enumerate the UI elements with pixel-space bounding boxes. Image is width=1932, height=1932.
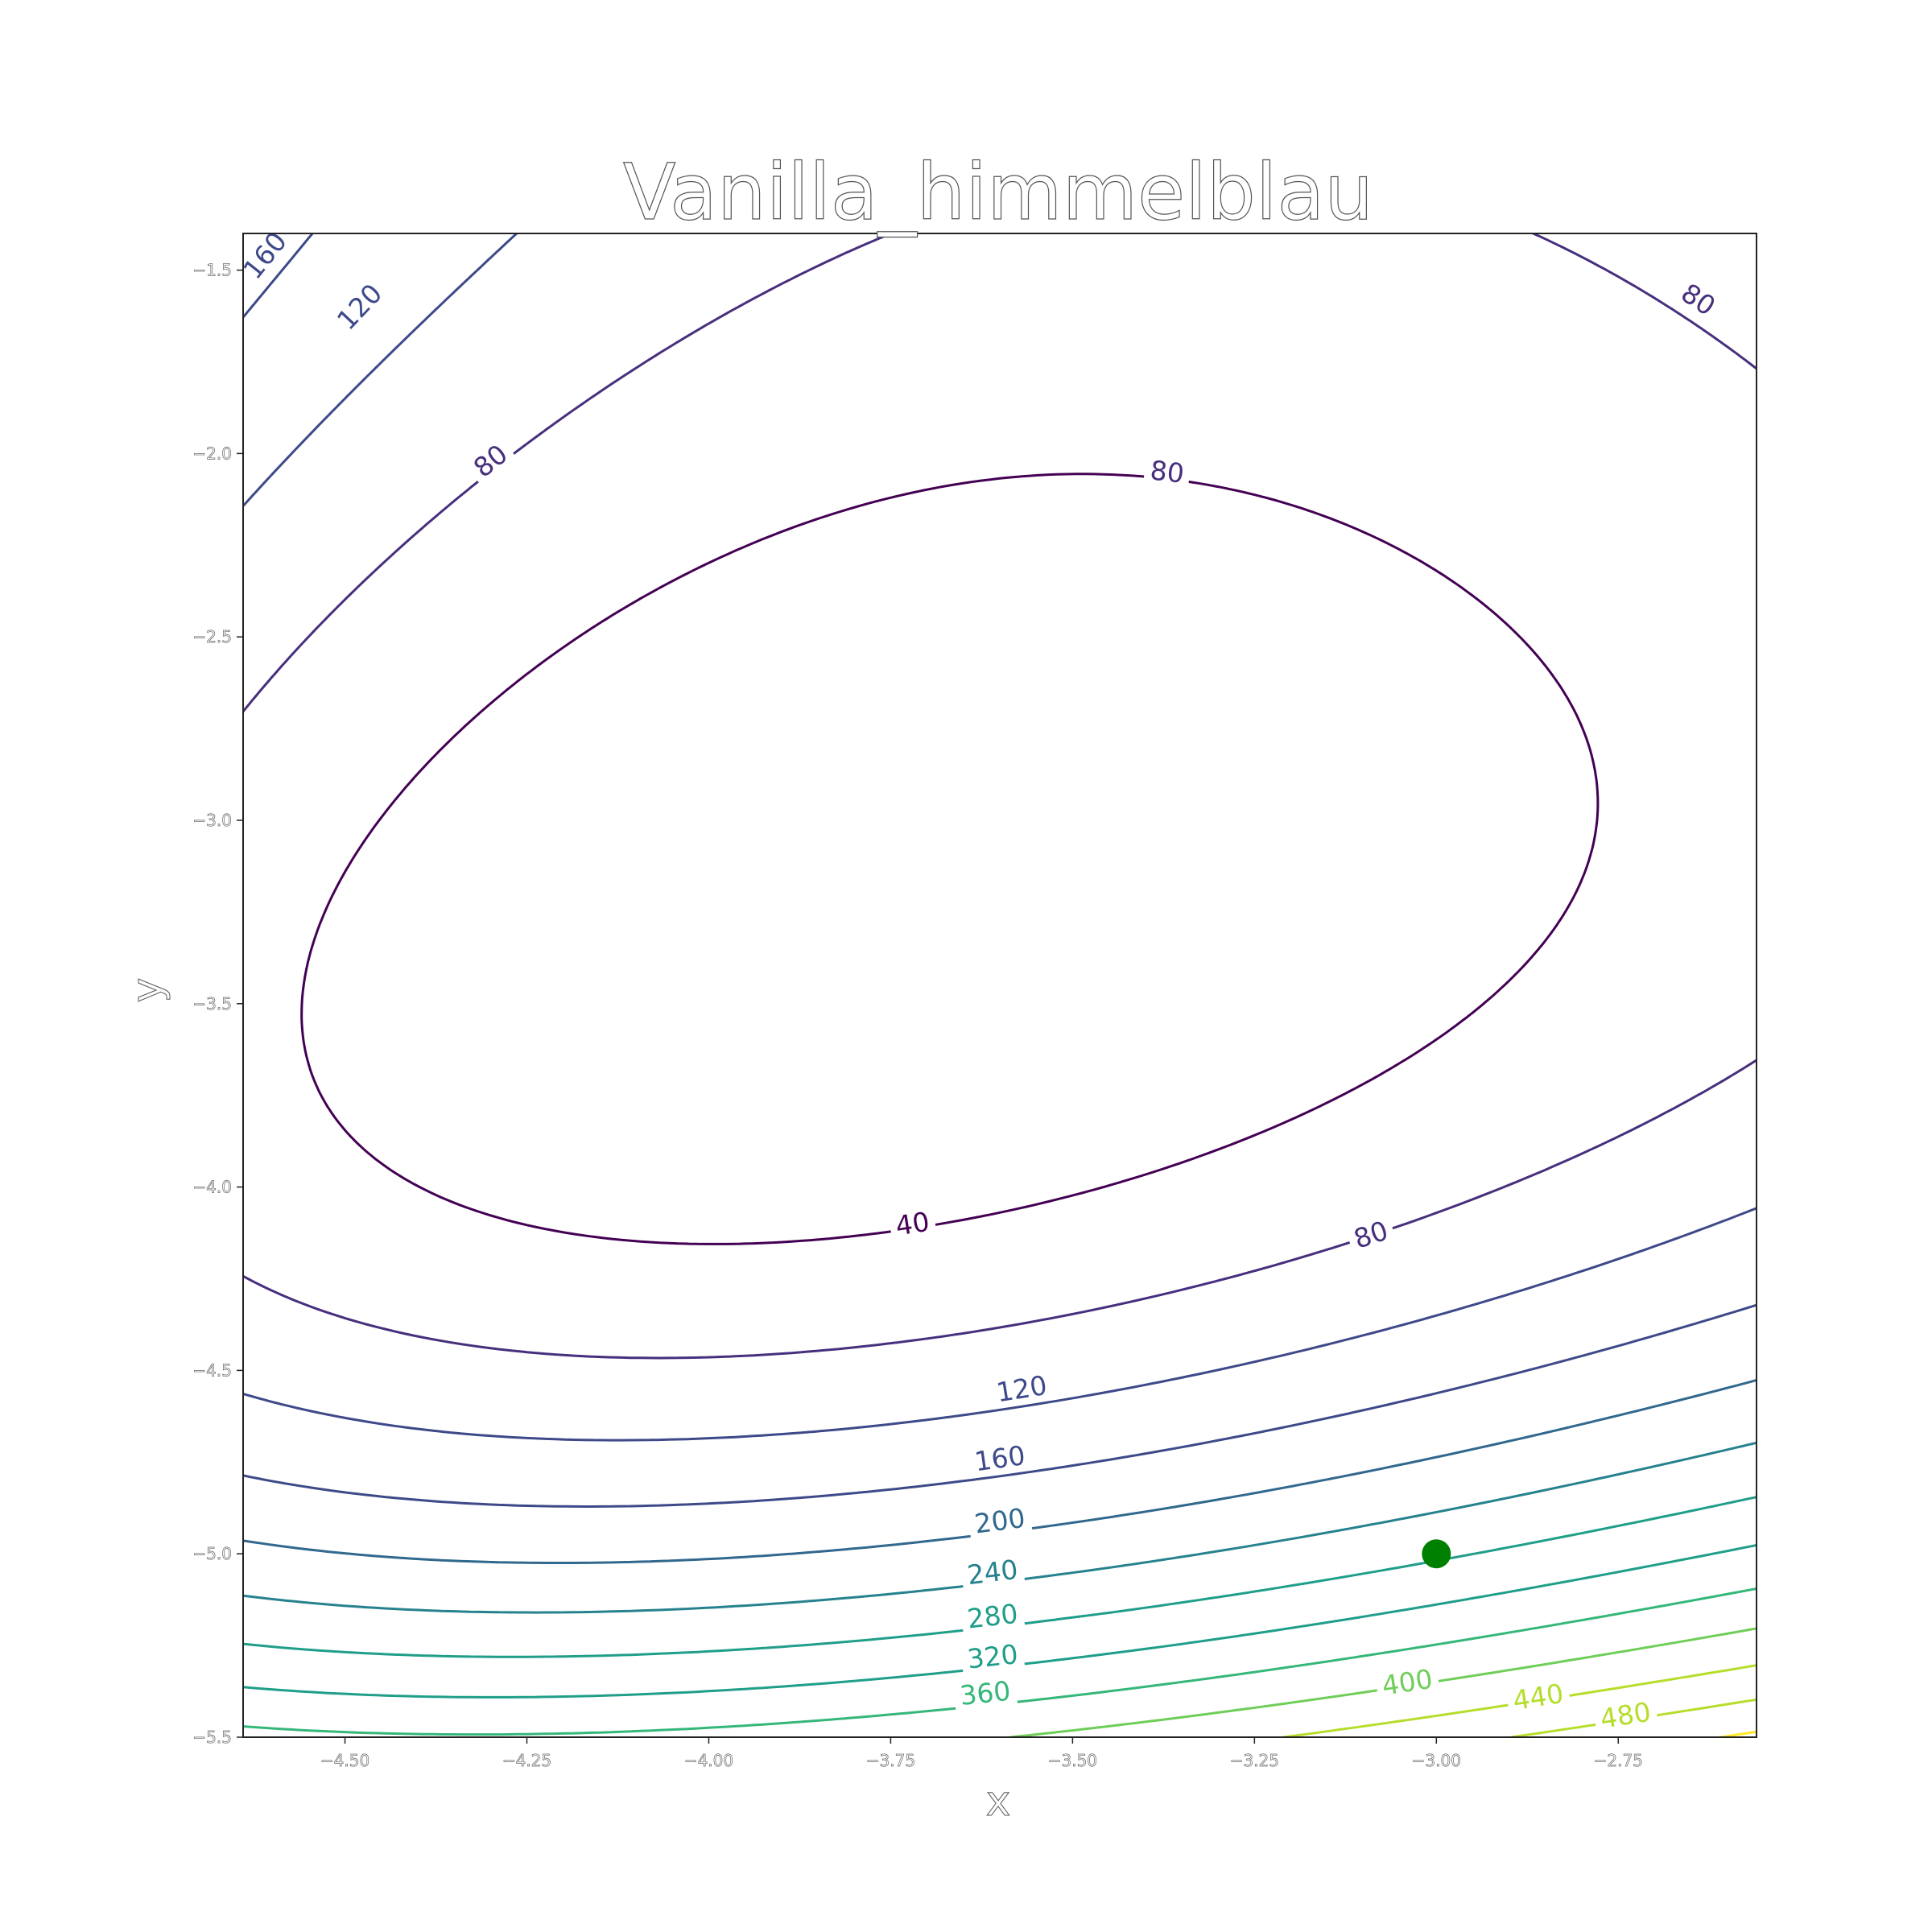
contour-label-gap <box>462 434 518 488</box>
marker-layer <box>1422 1539 1451 1569</box>
contour-label-gap <box>967 1501 1033 1541</box>
contour-label-gap <box>1592 1695 1659 1736</box>
contour-label-gap <box>960 1596 1026 1636</box>
contour-label: 200 <box>972 1502 1026 1540</box>
contour-level-120 <box>243 233 1757 1442</box>
x-axis-ticks: −4.50 −4.25 −4.00 −3.75 −3.50 −3.25 −3.00 −2.75 <box>320 1737 1643 1770</box>
y-tick-label: −2.5 <box>192 627 232 646</box>
contour-label-gap <box>1344 1212 1397 1257</box>
contour-label-gap <box>1142 453 1191 491</box>
y-tick-label: −1.5 <box>192 261 232 280</box>
contour-label-gap <box>960 1637 1026 1676</box>
x-axis-label: x <box>986 1777 1011 1826</box>
y-tick-label: −3.5 <box>192 994 232 1013</box>
contour-label: 280 <box>965 1598 1019 1635</box>
contour-label-group: 80 <box>1670 273 1727 326</box>
x-tick-label: −4.50 <box>320 1751 369 1770</box>
contour-label-group: 320 <box>960 1637 1026 1676</box>
x-tick-label: −3.00 <box>1412 1751 1461 1770</box>
contour-label-group: 80 <box>1344 1212 1397 1257</box>
contour-level-80 <box>243 233 1757 1360</box>
y-axis-label: y <box>123 978 171 1003</box>
contour-label-group: 120 <box>326 273 393 341</box>
contour-label-group: 360 <box>952 1674 1018 1713</box>
y-tick-label: −2.0 <box>192 444 232 463</box>
contour-label-gap <box>952 1674 1018 1713</box>
x-tick-label: −4.00 <box>684 1751 733 1770</box>
contour-label-gap <box>1374 1662 1441 1703</box>
x-tick-label: −3.25 <box>1230 1751 1279 1770</box>
chart-title: Vanilla_himmelblau <box>623 147 1373 237</box>
x-tick-label: −4.25 <box>502 1751 551 1770</box>
y-axis-ticks: −1.5 −2.0 −2.5 −3.0 −3.5 −4.0 −4.5 −5.0 −5.5 <box>192 260 243 1747</box>
contour-label-group: 400 <box>1374 1662 1441 1703</box>
contour-label-group: 440 <box>1505 1676 1571 1718</box>
contour-label-group: 240 <box>960 1552 1026 1592</box>
y-tick-label: −5.0 <box>192 1544 232 1563</box>
x-tick-label: −3.50 <box>1048 1751 1097 1770</box>
contour-label-group: 120 <box>988 1368 1055 1410</box>
contour-label-group: 80 <box>462 434 518 488</box>
contour-level-40 <box>300 473 1600 1245</box>
y-tick-label: −4.5 <box>192 1360 232 1380</box>
contour-label-group: 40 <box>887 1204 938 1244</box>
plot-frame <box>242 233 1757 1738</box>
contour-label: 80 <box>1149 454 1186 489</box>
x-tick-label: −2.75 <box>1594 1751 1643 1770</box>
contour-label-group: 160 <box>967 1438 1033 1479</box>
contour-level-520 <box>1719 1730 1757 1737</box>
contour-label-group: 80 <box>1142 453 1191 491</box>
y-tick-label: −3.0 <box>192 811 232 830</box>
contour-label: 480 <box>1598 1696 1653 1735</box>
contour-label: 40 <box>894 1206 931 1242</box>
y-tick-label: −5.5 <box>192 1728 232 1747</box>
contour-label-gap <box>233 221 297 290</box>
contour-label: 400 <box>1380 1663 1435 1702</box>
contour-label-gap <box>988 1368 1055 1410</box>
contour-label-group: 280 <box>960 1596 1026 1636</box>
contour-label: 240 <box>965 1554 1019 1591</box>
contour-label-gap <box>326 273 393 341</box>
x-tick-label: −3.75 <box>866 1751 915 1770</box>
contour-label: 320 <box>966 1638 1020 1675</box>
contour-label-group: 480 <box>1592 1695 1659 1736</box>
contour-level-160 <box>243 233 1757 1508</box>
contour-label-gap <box>967 1438 1033 1479</box>
contour-label-gap <box>960 1552 1026 1592</box>
contour-label: 160 <box>972 1439 1027 1477</box>
contour-label-gap <box>887 1204 938 1244</box>
marker-point <box>1422 1539 1451 1569</box>
contour-label: 360 <box>959 1675 1013 1711</box>
contour-label: 440 <box>1511 1678 1566 1716</box>
y-tick-label: −4.0 <box>192 1178 232 1197</box>
contour-label-gap <box>1670 273 1727 326</box>
contour-label-group: 200 <box>967 1501 1033 1541</box>
contour-label-gap <box>1505 1676 1571 1718</box>
